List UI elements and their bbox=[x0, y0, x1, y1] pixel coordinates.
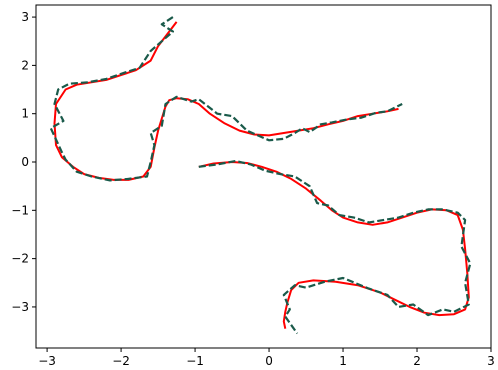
x-tick-label: 2 bbox=[413, 354, 421, 368]
x-tick-label: −3 bbox=[38, 354, 56, 368]
dashed-series-line-3 bbox=[49, 16, 403, 182]
plot-frame bbox=[35, 4, 492, 349]
y-axis: 3 2 1 0 −1 −2 −3 bbox=[11, 10, 36, 314]
x-tick-label: 3 bbox=[487, 354, 495, 368]
y-tick-label: 1 bbox=[21, 107, 29, 121]
x-tick-label: −1 bbox=[186, 354, 204, 368]
plot-background bbox=[36, 5, 491, 348]
y-tick-label: −1 bbox=[11, 203, 29, 217]
dashed-series-line-4 bbox=[198, 159, 472, 335]
x-axis: −3 −2 −1 0 1 2 3 bbox=[38, 348, 495, 368]
x-tick-label: 1 bbox=[339, 354, 347, 368]
y-tick-label: −2 bbox=[11, 252, 29, 266]
y-tick-label: −3 bbox=[11, 300, 29, 314]
series-layer bbox=[49, 16, 472, 335]
y-tick-label: 0 bbox=[21, 155, 29, 169]
y-tick-label: 3 bbox=[21, 10, 29, 24]
x-tick-label: −2 bbox=[112, 354, 130, 368]
x-tick-label: 0 bbox=[265, 354, 273, 368]
y-tick-label: 2 bbox=[21, 58, 29, 72]
